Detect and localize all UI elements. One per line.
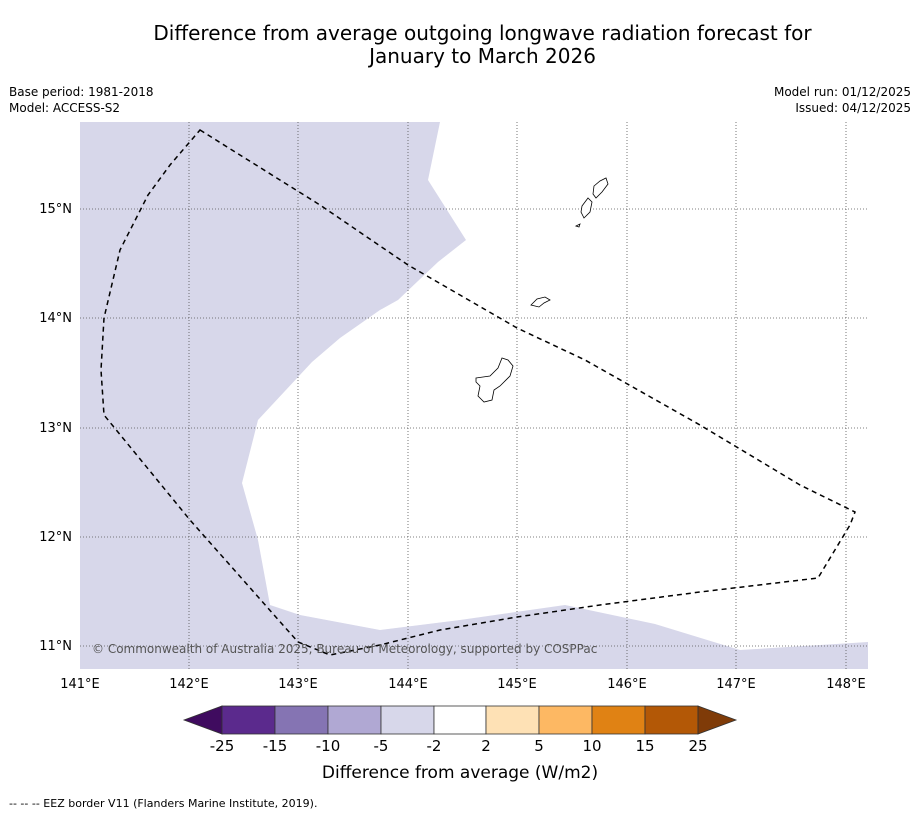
island-aguijan — [574, 223, 581, 228]
colorbar-segment — [327, 705, 382, 735]
lat-label: 11°N — [39, 639, 72, 654]
colorbar-tick: -15 — [263, 737, 288, 755]
colorbar-segment — [591, 705, 646, 735]
lat-label: 12°N — [39, 530, 72, 545]
lon-label: 147°E — [716, 677, 756, 692]
colorbar-segment — [274, 705, 329, 735]
lat-label: 13°N — [39, 421, 72, 436]
chart-title: Difference from average outgoing longwav… — [100, 22, 865, 68]
colorbar-segment — [380, 705, 435, 735]
colorbar-tick: 5 — [534, 737, 544, 755]
model-run: Model run: 01/12/2025 — [773, 85, 911, 99]
lat-label: 14°N — [39, 311, 72, 326]
lat-axis-labels: 15°N 14°N 13°N 12°N 11°N — [39, 202, 72, 654]
lon-label: 145°E — [497, 677, 537, 692]
colorbar-tick: 25 — [688, 737, 707, 755]
anomaly-region — [80, 122, 868, 669]
meta-right: Model run: 01/12/2025 Issued: 04/12/2025 — [774, 84, 911, 116]
gridlines — [80, 122, 868, 669]
colorbar-tick: -2 — [427, 737, 442, 755]
lon-label: 146°E — [607, 677, 647, 692]
meta-left: Base period: 1981-2018 Model: ACCESS-S2 — [9, 84, 154, 116]
lon-label: 142°E — [169, 677, 209, 692]
colorbar-segment — [485, 705, 540, 735]
colorbar-tick: -5 — [374, 737, 389, 755]
island-tinian — [580, 197, 593, 219]
colorbar-tick: 2 — [481, 737, 491, 755]
colorbar-ticks: -25 -15 -10 -5 -2 2 5 10 15 25 — [210, 737, 708, 755]
issued-date: Issued: 04/12/2025 — [795, 101, 911, 115]
colorbar-label: Difference from average (W/m2) — [322, 763, 598, 783]
model-name: Model: ACCESS-S2 — [9, 101, 121, 115]
lon-label: 148°E — [826, 677, 866, 692]
colorbar-segment — [538, 705, 593, 735]
island-guam — [475, 357, 514, 403]
colorbar — [182, 705, 738, 735]
colorbar-tick: 15 — [635, 737, 654, 755]
island-saipan — [592, 177, 609, 199]
colorbar-tick: -25 — [210, 737, 235, 755]
islands — [475, 177, 609, 403]
base-period: Base period: 1981-2018 — [9, 85, 154, 99]
lon-label: 141°E — [60, 677, 100, 692]
lon-axis-labels: 141°E 142°E 143°E 144°E 145°E 146°E 147°… — [60, 677, 866, 692]
title-line-1: Difference from average outgoing longwav… — [153, 21, 812, 45]
footnote: -- -- -- EEZ border V11 (Flanders Marine… — [9, 797, 318, 810]
lat-label: 15°N — [39, 202, 72, 217]
colorbar-tick: -10 — [316, 737, 341, 755]
copyright-text: © Commonwealth of Australia 2025, Bureau… — [92, 642, 597, 656]
lon-label: 143°E — [278, 677, 318, 692]
colorbar-tick: 10 — [582, 737, 601, 755]
island-rota — [530, 296, 551, 308]
colorbar-segment — [433, 705, 487, 735]
title-line-2: January to March 2026 — [369, 44, 596, 68]
lon-label: 144°E — [388, 677, 428, 692]
colorbar-extend-high — [697, 705, 738, 735]
colorbar-extend-low — [182, 705, 223, 735]
map-panel: © Commonwealth of Australia 2025, Bureau… — [80, 122, 868, 669]
colorbar-segment — [221, 705, 276, 735]
colorbar-segment — [644, 705, 699, 735]
